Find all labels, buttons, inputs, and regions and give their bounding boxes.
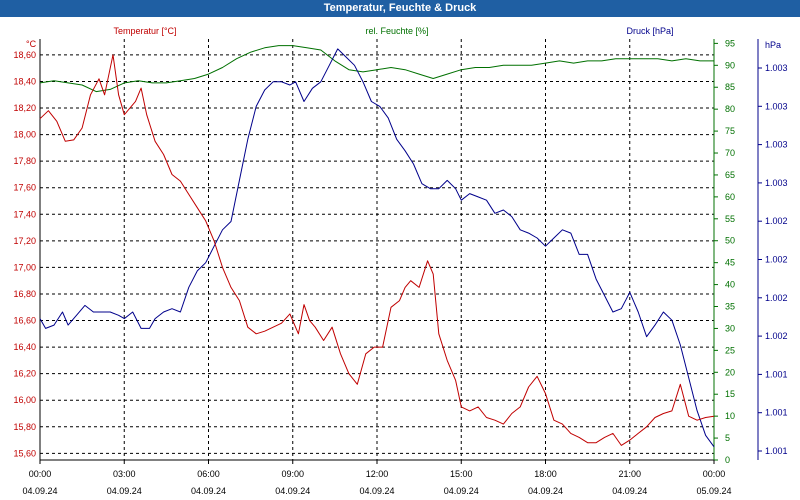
humidity-tick: 5: [725, 433, 730, 443]
pressure-tick: 1.001: [765, 369, 788, 379]
pressure-axis: 1.001 1.001 1.001 1.002 1.002 1.002 1.002 1.003…: [758, 63, 788, 456]
pressure-tick: 1.001: [765, 446, 788, 456]
temperature-axis-label: Temperatur [°C]: [113, 26, 176, 36]
pressure-tick: 1.001: [765, 408, 788, 418]
humidity-tick: 50: [725, 236, 735, 246]
plot-frame: [39, 39, 759, 461]
time-tick-label: 12:00: [366, 469, 389, 479]
date-tick-label: 04.09.24: [191, 486, 226, 496]
pressure-tick: 1.002: [765, 293, 788, 303]
humidity-tick: 15: [725, 389, 735, 399]
temperature-tick: 16,20: [13, 369, 36, 379]
temperature-tick: 17,80: [13, 156, 36, 166]
temperature-tick: 15,60: [13, 448, 36, 458]
temperature-tick: 15,80: [13, 422, 36, 432]
temperature-tick: 18,60: [13, 50, 36, 60]
time-tick-label: 21:00: [618, 469, 641, 479]
humidity-tick: 60: [725, 192, 735, 202]
date-tick-label: 04.09.24: [528, 486, 563, 496]
temperature-tick: 18,00: [13, 130, 36, 140]
temperature-unit-label: °C: [26, 39, 37, 49]
temperature-tick: 18,20: [13, 103, 36, 113]
temperature-tick: 16,80: [13, 289, 36, 299]
pressure-axis-label: Druck [hPa]: [626, 26, 673, 36]
series-line-humidity: [39, 45, 714, 93]
humidity-tick: 25: [725, 345, 735, 355]
humidity-tick: 0: [725, 455, 730, 465]
humidity-tick: 30: [725, 323, 735, 333]
time-tick-label: 03:00: [113, 469, 136, 479]
time-axis: 00:00 04.09.24 03:00 04.09.24 06:00 04.09.24 0…: [22, 460, 732, 496]
pressure-unit-label: hPa: [765, 40, 781, 50]
humidity-tick: 85: [725, 82, 735, 92]
temperature-tick: 16,60: [13, 316, 36, 326]
humidity-tick: 55: [725, 214, 735, 224]
pressure-tick: 1.002: [765, 255, 788, 265]
humidity-tick: 90: [725, 60, 735, 70]
time-tick-label: 15:00: [450, 469, 473, 479]
humidity-tick: 75: [725, 126, 735, 136]
chart-title: Temperatur, Feuchte & Druck: [0, 0, 800, 17]
time-tick-label: 00:00: [29, 469, 52, 479]
date-tick-label: 04.09.24: [359, 486, 394, 496]
date-tick-label: 04.09.24: [275, 486, 310, 496]
humidity-tick: 65: [725, 170, 735, 180]
time-tick-label: 09:00: [281, 469, 304, 479]
temperature-tick: 17,00: [13, 262, 36, 272]
pressure-tick: 1.003: [765, 140, 788, 150]
chart-area: °C Temperatur [°C] rel. Feuchte [%] Druc…: [13, 26, 788, 496]
time-tick-label: 00:00: [703, 469, 726, 479]
temperature-tick: 17,20: [13, 236, 36, 246]
humidity-tick: 35: [725, 302, 735, 312]
pressure-tick: 1.003: [765, 101, 788, 111]
series-line-temperature: [39, 54, 715, 446]
date-tick-label: 04.09.24: [107, 486, 142, 496]
temperature-tick: 16,40: [13, 342, 36, 352]
humidity-axis-label: rel. Feuchte [%]: [365, 26, 428, 36]
temperature-tick: 17,40: [13, 209, 36, 219]
pressure-tick: 1.003: [765, 178, 788, 188]
temperature-tick: 17,60: [13, 183, 36, 193]
time-tick-label: 18:00: [534, 469, 557, 479]
series-line-pressure: [39, 48, 715, 448]
temperature-tick: 18,40: [13, 76, 36, 86]
temperature-tick: 16,00: [13, 395, 36, 405]
pressure-tick: 1.002: [765, 216, 788, 226]
time-tick-label: 06:00: [197, 469, 220, 479]
grid: [40, 39, 714, 460]
temperature-axis: 15,60 15,80 16,00 16,20 16,40 16,60 16,80 17,00…: [13, 50, 36, 458]
humidity-axis: 0 5 10 15 20 25 30 35 40 45 50 55 60 65 70 75 80 85 90 95: [714, 38, 735, 465]
axis-labels: °C Temperatur [°C] rel. Feuchte [%] Druc…: [26, 26, 781, 50]
date-tick-label: 04.09.24: [22, 486, 57, 496]
date-tick-label: 04.09.24: [612, 486, 647, 496]
humidity-tick: 20: [725, 367, 735, 377]
humidity-tick: 40: [725, 280, 735, 290]
series-lines: [39, 45, 715, 448]
date-tick-label: 05.09.24: [696, 486, 731, 496]
humidity-tick: 45: [725, 258, 735, 268]
humidity-tick: 10: [725, 411, 735, 421]
pressure-tick: 1.003: [765, 63, 788, 73]
pressure-tick: 1.002: [765, 331, 788, 341]
date-tick-label: 04.09.24: [444, 486, 479, 496]
humidity-tick: 80: [725, 104, 735, 114]
humidity-tick: 70: [725, 148, 735, 158]
humidity-tick: 95: [725, 38, 735, 48]
